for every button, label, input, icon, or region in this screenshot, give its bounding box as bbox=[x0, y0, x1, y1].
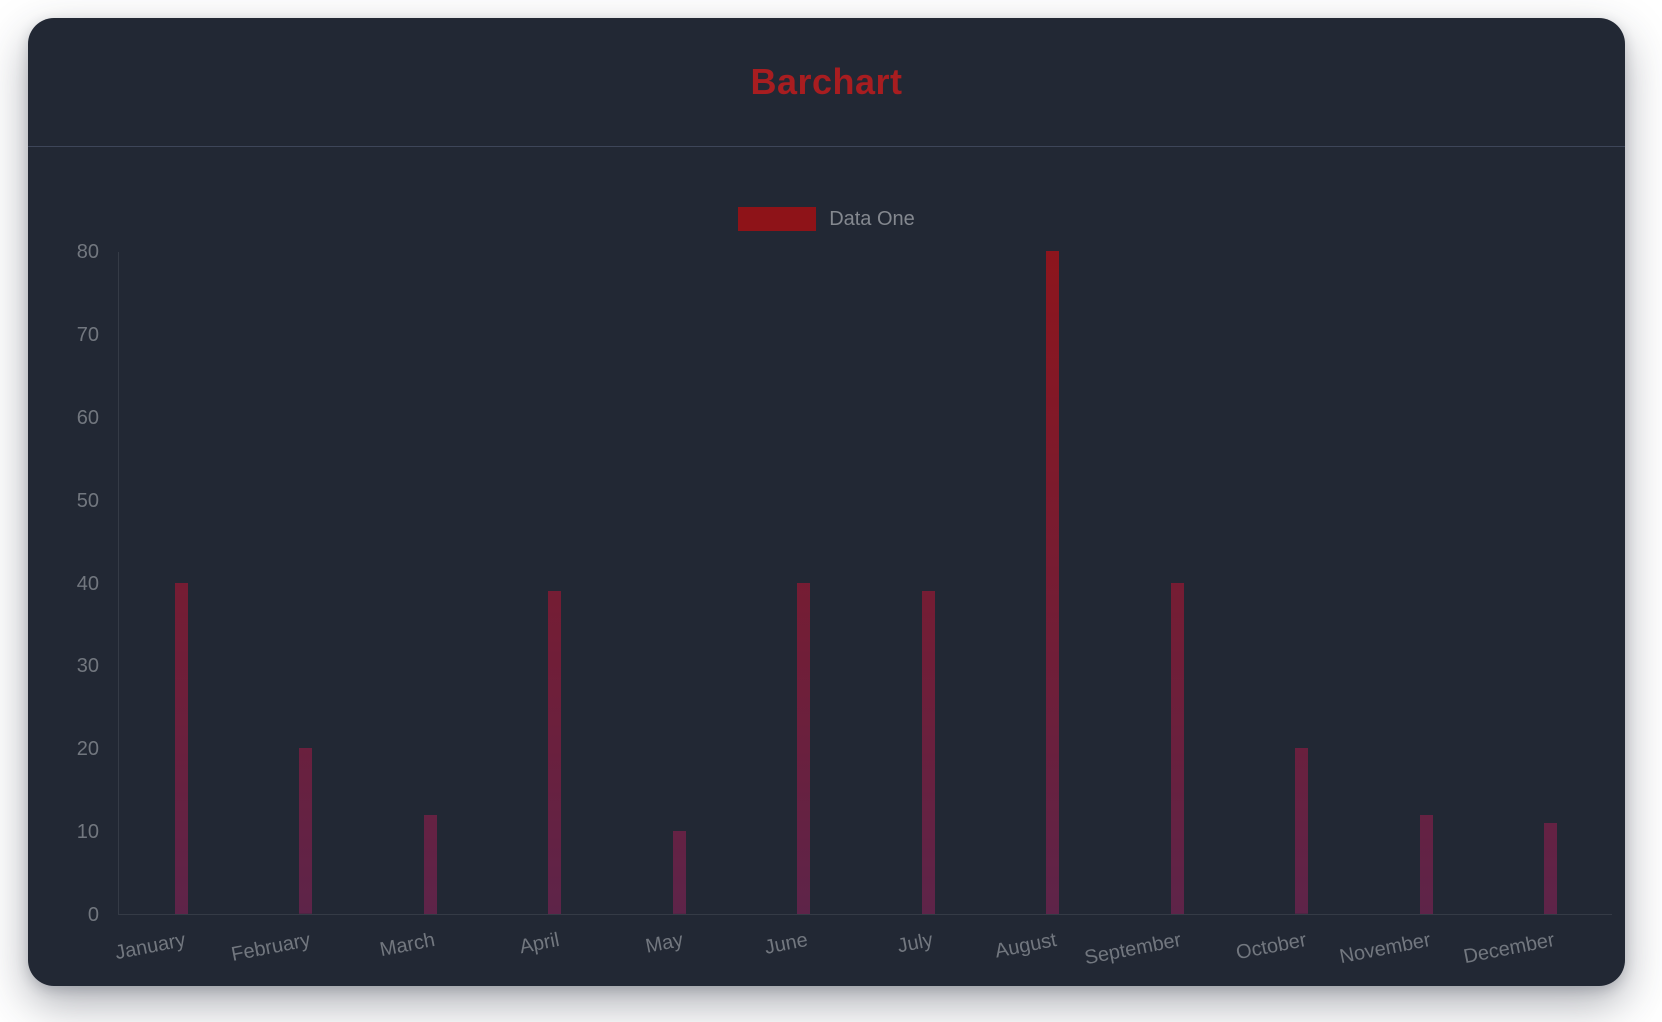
y-axis-tick-0: 0 bbox=[87, 904, 99, 926]
bar-september[interactable] bbox=[1170, 582, 1184, 914]
y-axis-tick-80: 80 bbox=[76, 241, 99, 263]
bar-july[interactable] bbox=[921, 590, 935, 914]
legend-item-data-one[interactable]: Data One bbox=[28, 207, 1625, 231]
bar-november[interactable] bbox=[1419, 814, 1433, 914]
x-axis-label-november: November bbox=[1337, 929, 1433, 969]
x-axis-label-july: July bbox=[895, 929, 935, 958]
bar-chart-plot: 0 10 20 30 40 50 60 70 80 January February March Apr… bbox=[77, 242, 1612, 969]
bar-march[interactable] bbox=[423, 814, 437, 914]
y-axis-tick-10: 10 bbox=[76, 821, 99, 844]
x-axis-label-august: August bbox=[993, 929, 1059, 963]
bar-february[interactable] bbox=[299, 748, 313, 914]
y-axis-tick-70: 70 bbox=[76, 323, 99, 346]
y-axis-tick-30: 30 bbox=[76, 655, 99, 678]
x-axis-label-march: March bbox=[377, 929, 437, 962]
x-axis-label-october: October bbox=[1233, 929, 1308, 965]
bar-october[interactable] bbox=[1295, 748, 1309, 914]
x-axis-label-december: December bbox=[1462, 929, 1557, 969]
bar-april[interactable] bbox=[548, 590, 562, 914]
bar-may[interactable] bbox=[672, 831, 686, 914]
x-axis-label-september: September bbox=[1083, 929, 1184, 970]
chart-card: Barchart Data One 0 10 20 30 40 50 60 70 80 Janua… bbox=[28, 18, 1625, 986]
bar-january[interactable] bbox=[174, 582, 188, 914]
legend-swatch bbox=[738, 207, 817, 231]
y-axis-tick-20: 20 bbox=[76, 738, 99, 761]
bar-june[interactable] bbox=[797, 582, 811, 914]
chart-title: Barchart bbox=[750, 61, 903, 102]
x-axis-label-june: June bbox=[763, 929, 810, 959]
y-axis-tick-40: 40 bbox=[76, 572, 99, 595]
header-divider bbox=[28, 146, 1625, 147]
y-axis-tick-50: 50 bbox=[76, 489, 99, 512]
legend-label: Data One bbox=[829, 207, 915, 230]
bar-december[interactable] bbox=[1544, 822, 1558, 914]
x-axis-label-january: January bbox=[113, 929, 188, 965]
x-axis-label-february: February bbox=[229, 929, 312, 966]
bar-august[interactable] bbox=[1046, 251, 1060, 914]
y-axis-tick-60: 60 bbox=[76, 406, 99, 429]
card-header: Barchart bbox=[28, 18, 1625, 146]
x-axis-label-may: May bbox=[644, 929, 686, 958]
x-axis-label-april: April bbox=[517, 929, 561, 959]
